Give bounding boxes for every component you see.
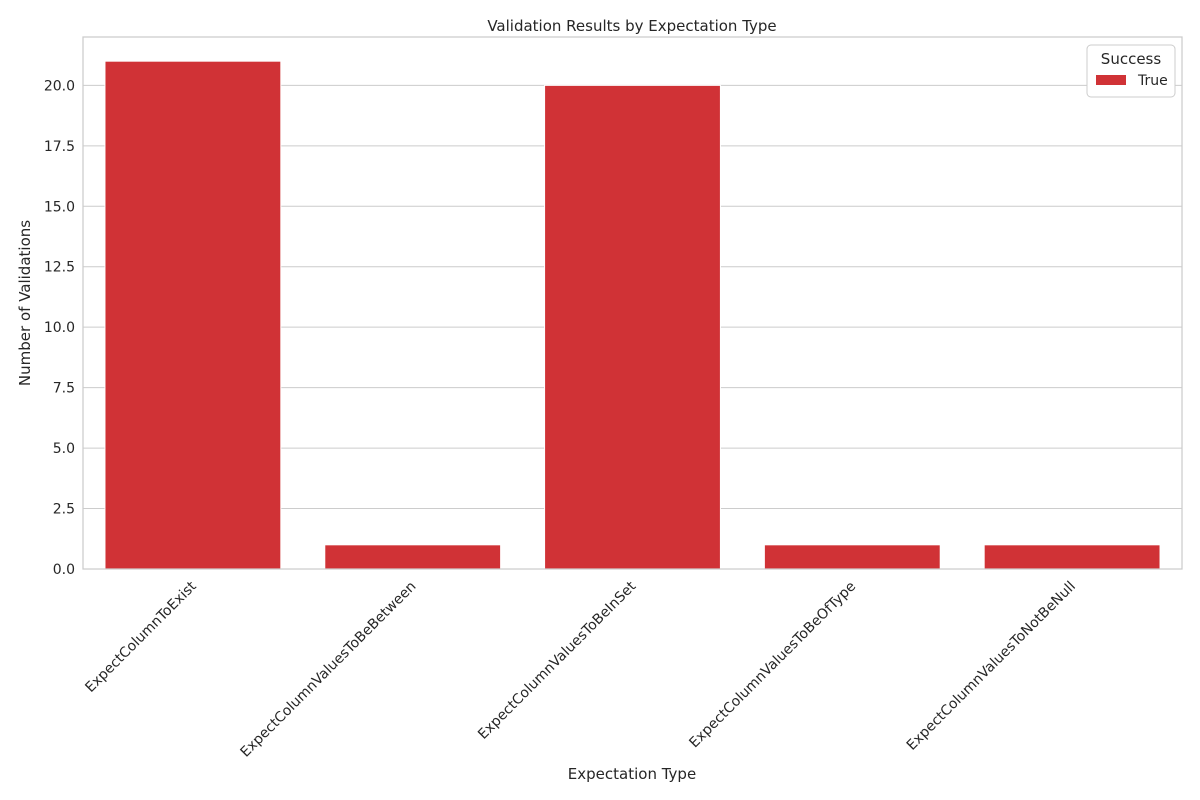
x-tick-label: ExpectColumnToExist [82,578,200,696]
bars [104,60,1161,570]
bar-ExpectColumnValuesToBeBetween [324,544,502,570]
x-tick-label: ExpectColumnValuesToBeOfType [686,579,859,752]
x-tick-labels: ExpectColumnToExist ExpectColumnValuesToB… [82,578,1079,760]
y-tick-label: 5.0 [53,441,75,457]
legend: Success True [1086,44,1176,98]
y-tick-label: 10.0 [44,320,75,336]
y-tick-label: 17.5 [44,139,75,155]
bar-ExpectColumnToExist [104,60,282,570]
y-axis-title: Number of Validations [16,220,34,386]
legend-swatch [1096,75,1126,85]
plot-frame [82,36,1183,570]
y-tick-labels: 0.0 2.5 5.0 7.5 10.0 12.5 15.0 17.5 20.0 [44,78,75,578]
x-tick-label: ExpectColumnValuesToBeBetween [238,579,420,761]
bar-ExpectColumnValuesToNotBeNull [983,544,1161,570]
chart-title: Validation Results by Expectation Type [487,17,776,35]
y-tick-label: 7.5 [53,381,75,397]
x-tick-label: ExpectColumnValuesToNotBeNull [904,579,1079,754]
y-tick-label: 0.0 [53,562,75,578]
y-tick-label: 2.5 [53,502,75,518]
legend-title: Success [1101,50,1162,68]
bar-ExpectColumnValuesToBeInSet [544,84,721,570]
y-tick-label: 12.5 [44,260,75,276]
x-tick-label: ExpectColumnValuesToBeInSet [475,578,639,742]
x-axis-title: Expectation Type [568,765,696,783]
legend-label: True [1137,73,1168,89]
bar-ExpectColumnValuesToBeOfType [763,544,941,570]
y-tick-label: 15.0 [44,199,75,215]
y-tick-label: 20.0 [44,78,75,94]
